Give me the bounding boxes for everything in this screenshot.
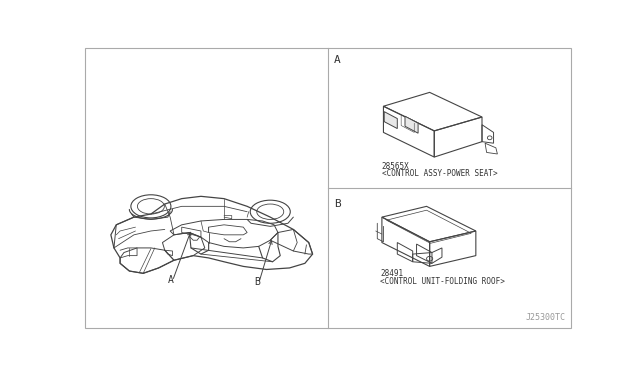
- Text: A: A: [168, 275, 174, 285]
- Polygon shape: [405, 116, 418, 133]
- Text: <CONTROL UNIT-FOLDING ROOF>: <CONTROL UNIT-FOLDING ROOF>: [380, 277, 505, 286]
- Text: 28565X: 28565X: [382, 162, 410, 171]
- Text: 28491: 28491: [380, 269, 403, 279]
- Text: A: A: [334, 55, 341, 65]
- Text: B: B: [334, 199, 341, 209]
- Text: B: B: [254, 277, 260, 287]
- Polygon shape: [384, 112, 397, 129]
- Text: J25300TC: J25300TC: [525, 313, 565, 322]
- Text: <CONTROL ASSY-POWER SEAT>: <CONTROL ASSY-POWER SEAT>: [382, 169, 497, 179]
